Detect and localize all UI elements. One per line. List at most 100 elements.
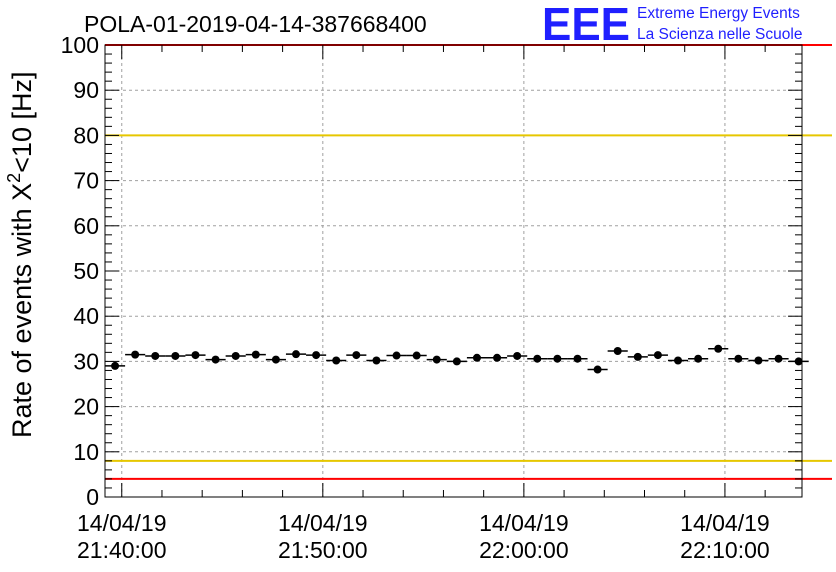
data-point [185,351,206,360]
data-point [426,355,447,364]
y-tick-label: 20 [73,394,99,420]
y-tick-label: 50 [73,258,99,284]
data-point [285,350,307,359]
data-point [587,365,608,374]
y-axis-label-sup: 2 [4,173,24,183]
data-point [205,355,226,364]
y-tick-labels: 0 10 20 30 40 50 60 70 80 90 100 [61,32,99,510]
y-tick-label: 40 [73,303,99,329]
y-axis-label-before: Rate of events with X [7,183,37,438]
y-tick-label: 0 [86,484,99,510]
data-point-marker [251,350,260,359]
x-tick-label-date: 14/04/19 [278,510,368,536]
x-tick-labels: 14/04/1921:40:0014/04/1921:50:0014/04/19… [77,510,770,563]
data-point [507,351,528,360]
data-point [487,353,508,362]
data-point-marker [533,354,542,363]
data-point [326,356,347,365]
data-point [728,354,749,363]
data-point [567,354,588,363]
data-point [748,356,769,365]
data-point [306,351,327,360]
data-point [647,351,668,360]
data-point-marker [573,354,582,363]
data-point-marker [633,352,642,361]
x-tick-label-time: 22:00:00 [479,537,569,563]
y-tick-label: 80 [73,122,99,148]
y-axis-label: Rate of events with X2<10 [Hz] [4,72,37,438]
y-tick-label: 30 [73,348,99,374]
data-point-marker [131,350,140,359]
data-points [105,344,809,374]
data-point [125,350,146,359]
reference-lines [105,44,832,480]
data-point [788,357,809,366]
logo-mark: EEE [542,0,630,50]
data-point-marker [412,351,421,360]
data-point [527,354,548,363]
data-point [688,354,709,363]
data-point-marker [332,356,341,365]
data-point [105,361,126,370]
data-point [165,351,186,360]
data-point-marker [794,357,803,366]
data-point [768,354,789,363]
y-tick-label: 100 [61,32,99,58]
data-point-marker [191,351,200,360]
data-point-marker [553,354,562,363]
data-point [446,357,467,366]
data-point-marker [754,356,763,365]
data-point [245,350,266,359]
y-tick-label: 60 [73,213,99,239]
data-point [406,351,427,360]
data-point-marker [372,356,381,365]
data-point [366,356,387,365]
data-point-marker [292,350,301,359]
data-point-marker [493,353,502,362]
logo-line-1: Extreme Energy Events [637,5,800,22]
data-point-marker [653,351,662,360]
data-point-marker [452,357,461,366]
data-point-marker [734,354,743,363]
data-point-marker [774,354,783,363]
logo-line-2: La Scienza nelle Scuole [637,26,802,43]
data-point [386,351,407,360]
data-point-marker [231,351,240,360]
x-tick-label-date: 14/04/19 [479,510,569,536]
data-point-marker [392,351,401,360]
data-point [667,356,689,365]
data-point [225,351,246,360]
data-point-marker [151,351,160,360]
grid-lines [105,45,802,497]
data-point [627,352,648,361]
data-point-marker [593,365,602,374]
data-point-marker [432,355,441,364]
y-axis-label-after: <10 [Hz] [7,72,37,173]
y-tick-label: 10 [73,439,99,465]
data-point [145,351,166,360]
data-point-marker [312,351,321,360]
chart-title: POLA-01-2019-04-14-387668400 [84,11,427,37]
data-point-marker [613,347,622,356]
x-tick-label-date: 14/04/19 [77,510,167,536]
axes [104,44,803,498]
data-point [466,353,488,362]
data-point-marker [171,351,180,360]
data-point-marker [714,344,723,353]
data-point [265,355,286,364]
x-tick-label-date: 14/04/19 [680,510,770,536]
data-point [547,354,568,363]
data-point-marker [513,351,522,360]
data-point-marker [694,354,703,363]
data-point-marker [211,355,220,364]
y-tick-label: 70 [73,168,99,194]
x-tick-label-time: 21:50:00 [278,537,368,563]
data-point-marker [472,353,481,362]
data-point-marker [352,351,361,360]
data-point [708,344,729,353]
data-point-marker [674,356,683,365]
data-point [607,347,628,356]
x-tick-label-time: 22:10:00 [680,537,770,563]
data-point-marker [111,361,120,370]
